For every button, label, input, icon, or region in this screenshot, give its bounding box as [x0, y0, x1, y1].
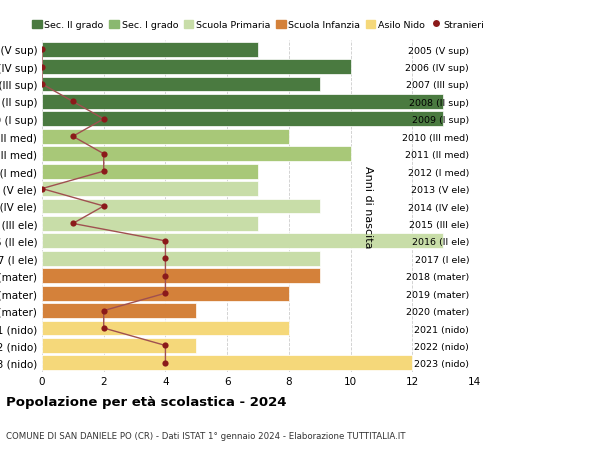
Point [161, 359, 170, 367]
Point [99, 203, 109, 210]
Point [68, 99, 77, 106]
Bar [42, 338, 196, 353]
Y-axis label: Anni di nascita: Anni di nascita [364, 165, 373, 248]
Point [37, 185, 47, 193]
Point [99, 151, 109, 158]
Bar [42, 43, 258, 57]
Point [99, 116, 109, 123]
Point [37, 46, 47, 54]
Bar [42, 217, 258, 231]
Bar [42, 129, 289, 145]
Bar [42, 252, 320, 266]
Point [99, 168, 109, 175]
Bar [42, 303, 196, 318]
Text: Popolazione per età scolastica - 2024: Popolazione per età scolastica - 2024 [6, 395, 287, 408]
Point [37, 81, 47, 89]
Point [161, 255, 170, 263]
Bar [42, 356, 412, 370]
Point [99, 325, 109, 332]
Bar [42, 269, 320, 284]
Point [161, 273, 170, 280]
Bar [42, 182, 258, 196]
Legend: Sec. II grado, Sec. I grado, Scuola Primaria, Scuola Infanzia, Asilo Nido, Stran: Sec. II grado, Sec. I grado, Scuola Prim… [32, 21, 484, 30]
Bar [42, 199, 320, 214]
Point [68, 220, 77, 228]
Point [161, 290, 170, 297]
Bar [42, 286, 289, 301]
Point [68, 133, 77, 140]
Bar [42, 234, 443, 249]
Bar [42, 60, 350, 75]
Point [161, 238, 170, 245]
Text: COMUNE DI SAN DANIELE PO (CR) - Dati ISTAT 1° gennaio 2024 - Elaborazione TUTTIT: COMUNE DI SAN DANIELE PO (CR) - Dati IST… [6, 431, 406, 441]
Bar [42, 112, 443, 127]
Bar [42, 78, 320, 92]
Point [161, 342, 170, 349]
Bar [42, 95, 443, 110]
Bar [42, 147, 350, 162]
Bar [42, 321, 289, 336]
Bar [42, 164, 258, 179]
Point [37, 64, 47, 71]
Point [99, 307, 109, 314]
